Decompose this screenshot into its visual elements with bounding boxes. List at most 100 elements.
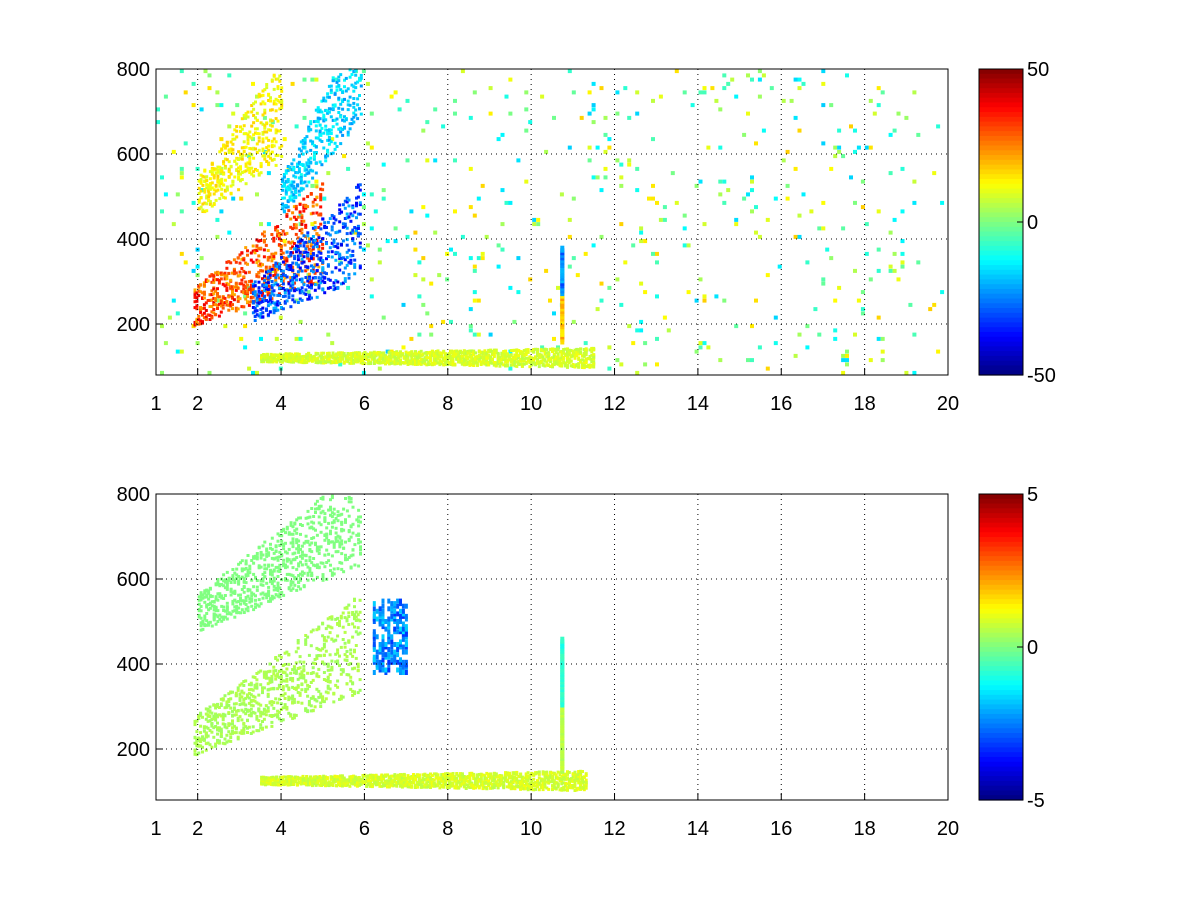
heatmap-cell [234, 709, 238, 713]
heatmap-cell [309, 156, 313, 160]
heatmap-cell [265, 270, 268, 274]
heatmap-cell [309, 709, 313, 713]
heatmap-cell [251, 730, 255, 734]
heatmap-cell [259, 102, 263, 106]
heatmap-cell [279, 702, 283, 706]
heatmap-cell [307, 237, 311, 241]
heatmap-cell [261, 122, 265, 126]
heatmap-cell [264, 709, 268, 713]
heatmap-cell [272, 157, 276, 161]
heatmap-cell [485, 356, 489, 360]
heatmap-cell [425, 311, 430, 316]
heatmap-cell [283, 243, 287, 247]
heatmap-cell [233, 615, 237, 619]
heatmap-cell [208, 182, 212, 185]
heatmap-cell [288, 198, 292, 202]
heatmap-cell [293, 273, 297, 277]
heatmap-cell [220, 619, 224, 623]
heatmap-cell [206, 741, 210, 745]
heatmap-cell [451, 350, 455, 354]
heatmap-cell [332, 244, 336, 248]
heatmap-cell [208, 586, 212, 590]
heatmap-cell [498, 356, 502, 360]
heatmap-cell [233, 590, 237, 594]
heatmap-cell [343, 119, 346, 123]
heatmap-cell [841, 154, 846, 159]
heatmap-cell [750, 77, 754, 82]
heatmap-cell [280, 359, 284, 363]
heatmap-cell [472, 358, 476, 362]
heatmap-cell [304, 223, 308, 227]
heatmap-cell [296, 246, 300, 250]
heatmap-cell [341, 107, 345, 111]
heatmap-cell [358, 631, 362, 635]
heatmap-cell [415, 362, 419, 366]
heatmap-cell [259, 312, 263, 316]
heatmap-cell [283, 262, 287, 266]
heatmap-cell [216, 273, 219, 277]
heatmap-cell [294, 223, 298, 227]
heatmap-cell [296, 248, 300, 252]
heatmap-cell [307, 247, 311, 251]
heatmap-cell [252, 170, 256, 174]
heatmap-cell [468, 256, 473, 261]
heatmap-cell [231, 602, 235, 606]
heatmap-cell [341, 98, 345, 102]
heatmap-cell [296, 270, 300, 274]
heatmap-cell [307, 127, 311, 131]
heatmap-cell [682, 90, 687, 95]
heatmap-cell [227, 148, 231, 152]
heatmap-cell [299, 179, 303, 183]
heatmap-cell [268, 677, 272, 681]
heatmap-cell [274, 140, 278, 144]
heatmap-cell [255, 258, 259, 262]
heatmap-cell [203, 600, 207, 604]
heatmap-cell [541, 357, 545, 361]
heatmap-cell [223, 324, 228, 329]
heatmap-cell [257, 239, 261, 243]
heatmap-cell [341, 271, 345, 275]
heatmap-cell [339, 88, 343, 92]
heatmap-cell [270, 139, 274, 143]
heatmap-cell [453, 350, 457, 354]
heatmap-cell [305, 172, 309, 176]
heatmap-cell [327, 351, 331, 355]
heatmap-cell [216, 292, 219, 295]
heatmap-cell [334, 266, 338, 270]
heatmap-cell [343, 199, 347, 203]
heatmap-cell [287, 289, 291, 293]
heatmap-cell [472, 364, 476, 367]
heatmap-cell [291, 245, 295, 249]
heatmap-cell [249, 258, 253, 262]
heatmap-cell [291, 716, 295, 720]
heatmap-cell [287, 240, 291, 244]
heatmap-cell [319, 281, 323, 285]
heatmap-cell [590, 350, 594, 354]
heatmap-cell [197, 715, 201, 719]
heatmap-cell [212, 192, 216, 196]
heatmap-cell [219, 732, 223, 736]
heatmap-cell [750, 324, 754, 329]
heatmap-cell [309, 244, 313, 248]
heatmap-cell [592, 360, 596, 364]
heatmap-cell [219, 729, 223, 733]
heatmap-cell [311, 678, 315, 682]
heatmap-cell [477, 349, 481, 353]
heatmap-cell [324, 649, 328, 653]
heatmap-cell [556, 361, 560, 365]
heatmap-cell [277, 697, 281, 701]
heatmap-cell [264, 276, 268, 280]
heatmap-cell [227, 611, 231, 615]
heatmap-cell [216, 732, 219, 736]
heatmap-cell [750, 358, 754, 363]
heatmap-cell [336, 616, 340, 620]
heatmap-cell [445, 357, 449, 361]
heatmap-cell [318, 108, 322, 112]
heatmap-cell [347, 272, 351, 276]
heatmap-cell [266, 682, 270, 686]
heatmap-cell [321, 661, 325, 665]
heatmap-cell [335, 80, 339, 84]
heatmap-cell [498, 364, 502, 368]
heatmap-cell [698, 341, 703, 346]
heatmap-cell [266, 171, 271, 176]
